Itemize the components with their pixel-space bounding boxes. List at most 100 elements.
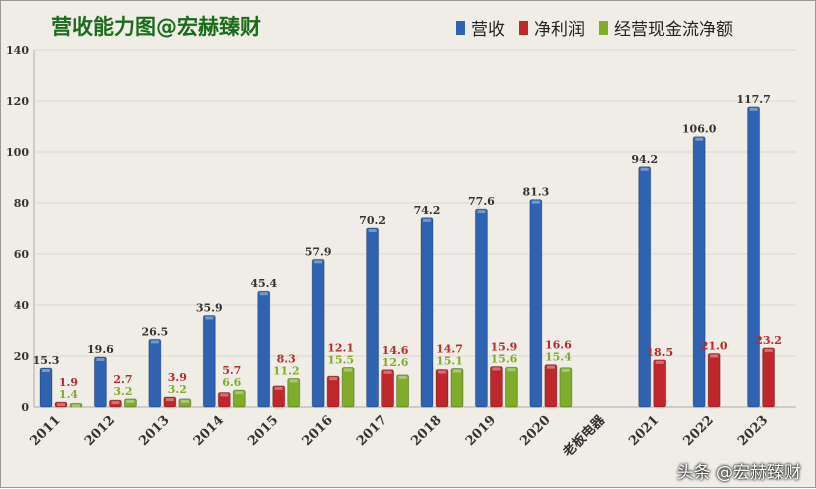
bar-highlight (289, 379, 298, 383)
data-label: 6.6 (222, 376, 241, 389)
bar (178, 398, 192, 408)
y-tick-label: 20 (14, 350, 30, 363)
bar-highlight (492, 367, 501, 371)
data-label: 12.6 (382, 356, 409, 369)
bar-highlight (150, 340, 159, 344)
bar (326, 375, 340, 408)
bar-highlight (205, 316, 214, 320)
x-tick-label: 2017 (354, 413, 390, 449)
bar (396, 374, 410, 408)
bar (257, 290, 271, 408)
bar-highlight (398, 375, 407, 379)
bar-highlight (764, 348, 773, 352)
y-tick-label: 140 (6, 44, 29, 57)
bar-highlight (111, 401, 120, 405)
data-label: 11.2 (273, 364, 300, 377)
y-tick-label: 0 (21, 401, 29, 414)
data-label: 14.6 (382, 344, 409, 357)
x-tick-label: 2020 (517, 413, 553, 449)
data-label: 15.9 (491, 340, 518, 353)
bar-highlight (57, 403, 65, 407)
legend-item: 营收 (456, 15, 505, 40)
bar (366, 227, 380, 408)
bar-highlight (640, 167, 649, 171)
bar-highlight (695, 137, 704, 141)
bar-highlight (329, 377, 338, 381)
bar-highlight (438, 370, 446, 374)
data-label: 16.6 (545, 339, 572, 352)
data-label: 1.9 (59, 376, 78, 389)
bar (123, 398, 137, 408)
legend-swatch (599, 20, 608, 35)
bar (54, 401, 68, 408)
legend-swatch (519, 20, 528, 35)
x-tick-label: 2022 (681, 413, 717, 449)
bar-highlight (314, 260, 323, 264)
bar-highlight (180, 399, 189, 403)
bar (529, 199, 543, 408)
bar (217, 391, 231, 408)
data-label: 81.3 (522, 186, 549, 199)
bar (108, 399, 122, 408)
bar (692, 136, 706, 408)
legend-swatch (456, 20, 465, 35)
bar-highlight (655, 360, 664, 364)
legend-item: 经营现金流净额 (599, 15, 733, 40)
bar (381, 369, 395, 408)
bar-highlight (507, 368, 516, 372)
data-label: 35.9 (196, 301, 223, 314)
bar-highlight (165, 398, 174, 402)
bar (39, 367, 53, 408)
bar (489, 365, 503, 408)
bar (544, 364, 558, 408)
bar (762, 347, 776, 408)
data-label: 117.7 (736, 93, 770, 106)
x-tick-label: 2021 (626, 413, 662, 449)
bar (272, 385, 286, 408)
legend-label: 净利润 (534, 20, 585, 40)
legend-label: 经营现金流净额 (614, 20, 733, 40)
bar-highlight (477, 210, 486, 214)
x-tick-label: 老板电器 (559, 411, 608, 460)
bar-highlight (259, 292, 268, 296)
data-label: 57.9 (305, 245, 332, 258)
data-label: 15.6 (491, 352, 518, 365)
bar (450, 367, 464, 408)
data-label: 77.6 (468, 195, 495, 208)
bar-highlight (42, 368, 50, 372)
data-label: 2.7 (113, 373, 132, 386)
data-label: 3.9 (168, 371, 187, 384)
x-tick-label: 2023 (735, 413, 771, 449)
bar-highlight (383, 370, 392, 374)
data-label: 74.2 (414, 204, 441, 217)
bar-highlight (561, 368, 570, 372)
bar (232, 389, 246, 408)
data-label: 8.3 (277, 352, 296, 365)
data-label: 3.2 (168, 383, 187, 396)
x-tick-label: 2014 (191, 413, 227, 449)
y-tick-label: 100 (6, 146, 29, 159)
bar-highlight (453, 369, 461, 373)
bar-highlight (546, 365, 555, 369)
bar-highlight (96, 358, 105, 362)
legend-item: 净利润 (519, 15, 585, 40)
data-label: 18.5 (646, 346, 673, 359)
data-label: 23.2 (755, 334, 782, 347)
bar-highlight (344, 368, 353, 372)
chart-title: 营收能力图@宏赫臻财 (51, 15, 261, 39)
y-tick-label: 60 (14, 248, 30, 261)
data-label: 15.3 (33, 354, 60, 367)
bar (93, 356, 107, 408)
x-tick-label: 2012 (82, 413, 118, 449)
bar (163, 396, 177, 408)
bar-highlight (220, 393, 229, 397)
data-label: 26.5 (141, 325, 168, 338)
x-tick-label: 2015 (245, 413, 281, 449)
bar (341, 366, 355, 408)
bar-highlight (531, 200, 540, 204)
bar (202, 314, 216, 408)
x-tick-label: 2016 (300, 413, 336, 449)
data-label: 15.5 (327, 353, 354, 366)
data-label: 5.7 (222, 364, 241, 377)
